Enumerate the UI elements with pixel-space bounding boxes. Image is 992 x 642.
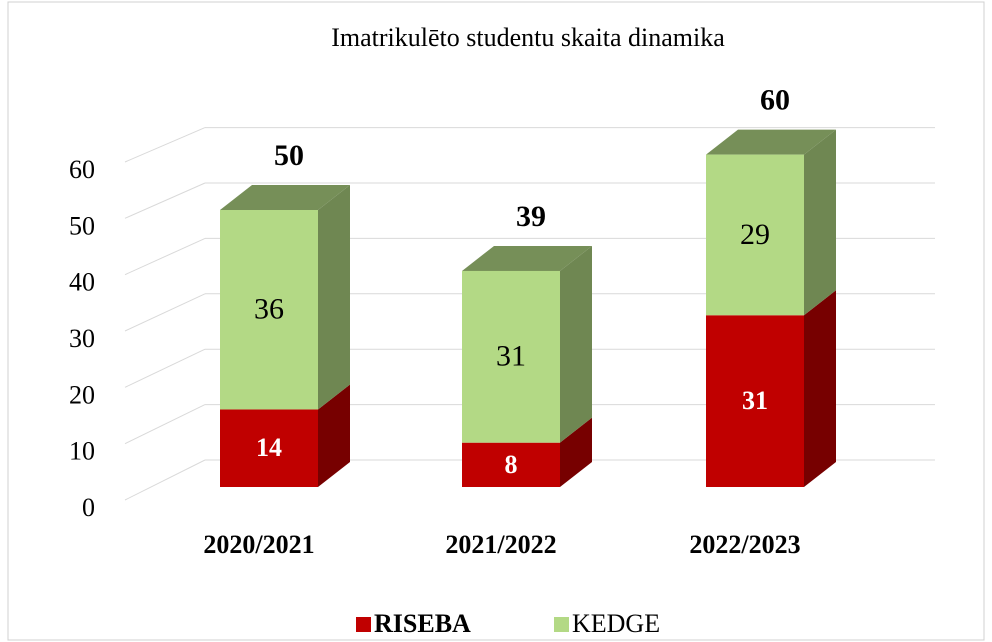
bar-side (560, 245, 592, 443)
y-tick-label: 0 (82, 493, 95, 522)
x-tick-label: 2021/2022 (445, 530, 556, 559)
grid-line (124, 459, 206, 501)
bar (462, 442, 560, 487)
bar-side (318, 185, 350, 410)
legend-label: RISEBA (374, 609, 471, 638)
x-tick-label: 2022/2023 (689, 530, 800, 559)
grid-line (124, 127, 206, 163)
grid-line (124, 293, 206, 332)
y-tick-label: 20 (69, 380, 95, 409)
grid-line (124, 182, 206, 219)
grid-line (124, 348, 206, 388)
data-label: 8 (505, 450, 518, 479)
y-tick-label: 10 (69, 437, 95, 466)
bar-side (804, 290, 836, 487)
bar-top (706, 129, 836, 155)
bar (220, 409, 318, 487)
data-label: 29 (740, 218, 770, 251)
y-tick-label: 60 (69, 155, 95, 184)
bar-top (220, 185, 350, 210)
chart-title: Imatrikulēto studentu skaita dinamika (331, 23, 725, 52)
y-tick-label: 40 (69, 268, 95, 297)
bar-side (804, 129, 836, 316)
legend-swatch (554, 617, 569, 632)
total-label: 60 (760, 83, 790, 116)
total-label: 39 (516, 200, 546, 233)
bar (220, 210, 318, 410)
legend-label: KEDGE (572, 609, 660, 638)
total-label: 50 (274, 139, 304, 172)
data-label: 31 (742, 386, 768, 415)
bar-side (560, 417, 592, 487)
grid-line (124, 404, 206, 445)
legend-swatch (356, 617, 371, 632)
bar-top (462, 245, 592, 271)
data-label: 36 (254, 293, 284, 326)
grid-line (124, 237, 206, 276)
bar (706, 154, 804, 316)
y-tick-label: 50 (69, 211, 95, 240)
bar (462, 270, 560, 443)
x-tick-label: 2020/2021 (203, 530, 314, 559)
data-label: 14 (256, 433, 282, 462)
data-label: 31 (496, 340, 526, 373)
bar (706, 315, 804, 487)
bar-side (318, 384, 350, 487)
y-tick-label: 30 (69, 324, 95, 353)
